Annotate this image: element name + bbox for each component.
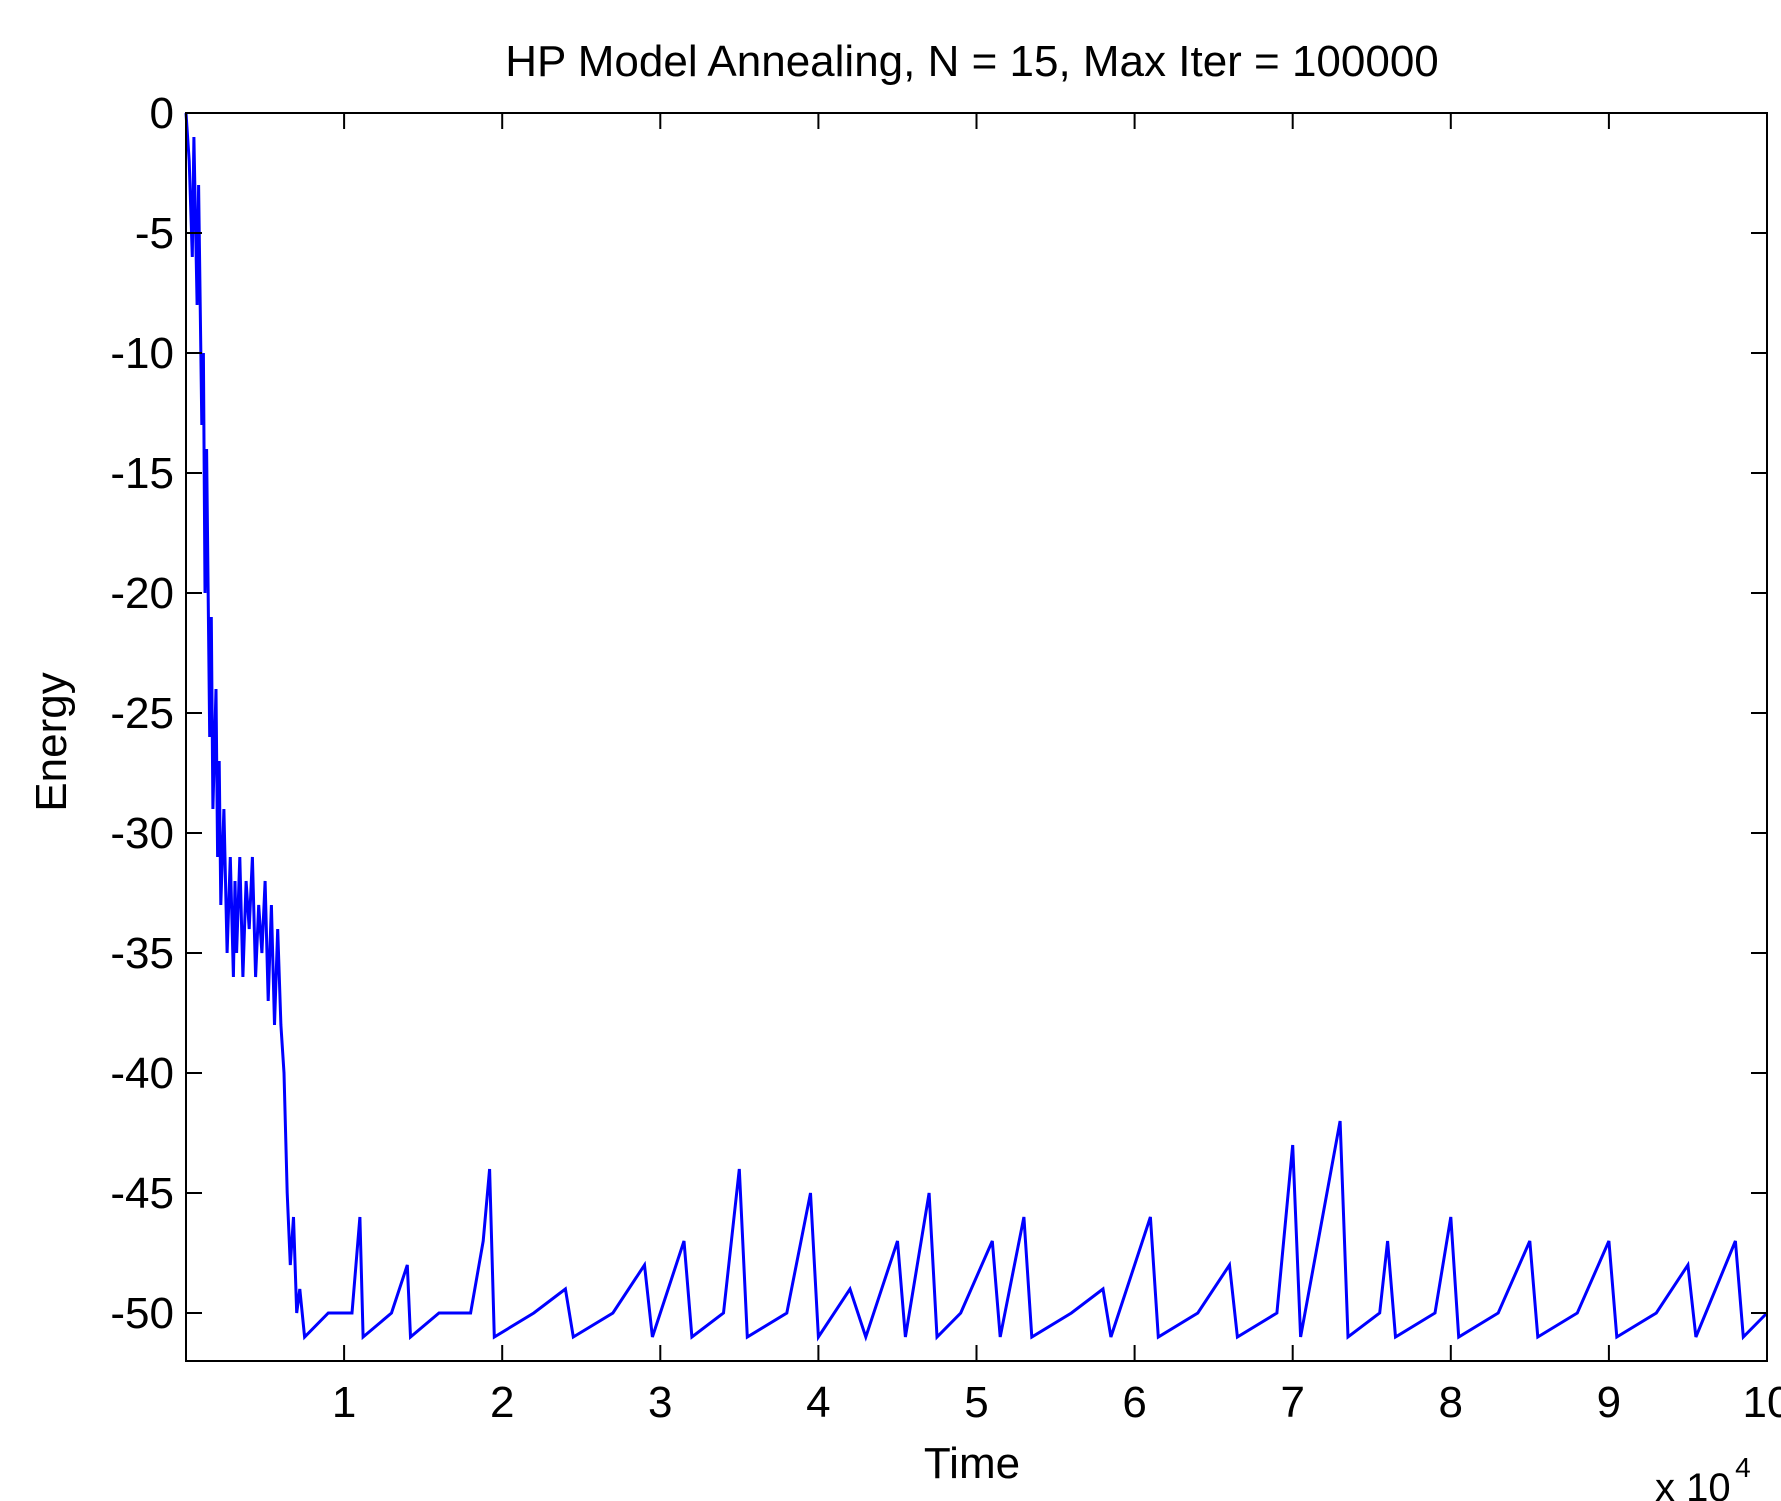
x-tick-label: 7 <box>1280 1378 1304 1427</box>
x-tick-label: 3 <box>648 1378 672 1427</box>
y-tick-label: -25 <box>110 689 174 738</box>
y-tick-label: -30 <box>110 809 174 858</box>
y-tick-label: -20 <box>110 569 174 618</box>
x-tick-label: 10 <box>1743 1378 1781 1427</box>
x-multiplier-base: x 10 <box>1655 1466 1731 1501</box>
x-multiplier-exponent: 4 <box>1735 1452 1751 1483</box>
y-axis-label: Energy <box>27 672 76 811</box>
series-layer <box>184 112 1769 1342</box>
y-tick-labels: 0 -5 -10 -15 -20 -25 -30 -35 -40 -45 -50 <box>110 89 174 1338</box>
y-tick-label: -15 <box>110 449 174 498</box>
x-tick-labels: 1 2 3 4 5 6 7 8 9 10 <box>332 1378 1781 1427</box>
x-tick-label: 8 <box>1439 1378 1463 1427</box>
x-tick-label: 9 <box>1597 1378 1621 1427</box>
y-tick-label: -40 <box>110 1049 174 1098</box>
y-tick-label: 0 <box>150 89 174 138</box>
x-multiplier: x 10 4 <box>1655 1452 1751 1501</box>
x-tick-label: 2 <box>490 1378 514 1427</box>
y-tick-label: -10 <box>110 329 174 378</box>
chart-title: HP Model Annealing, N = 15, Max Iter = 1… <box>505 37 1439 86</box>
y-tick-label: -50 <box>110 1289 174 1338</box>
x-tick-label: 6 <box>1122 1378 1146 1427</box>
x-tick-label: 5 <box>964 1378 988 1427</box>
x-axis-label: Time <box>924 1439 1020 1488</box>
y-tick-label: -35 <box>110 929 174 978</box>
y-tick-label: -45 <box>110 1169 174 1218</box>
x-tick-label: 4 <box>806 1378 830 1427</box>
y-tick-label: -5 <box>135 209 174 258</box>
x-tick-label: 1 <box>332 1378 356 1427</box>
series-line-0 <box>184 112 1769 1342</box>
ticks-layer <box>186 112 1768 1361</box>
